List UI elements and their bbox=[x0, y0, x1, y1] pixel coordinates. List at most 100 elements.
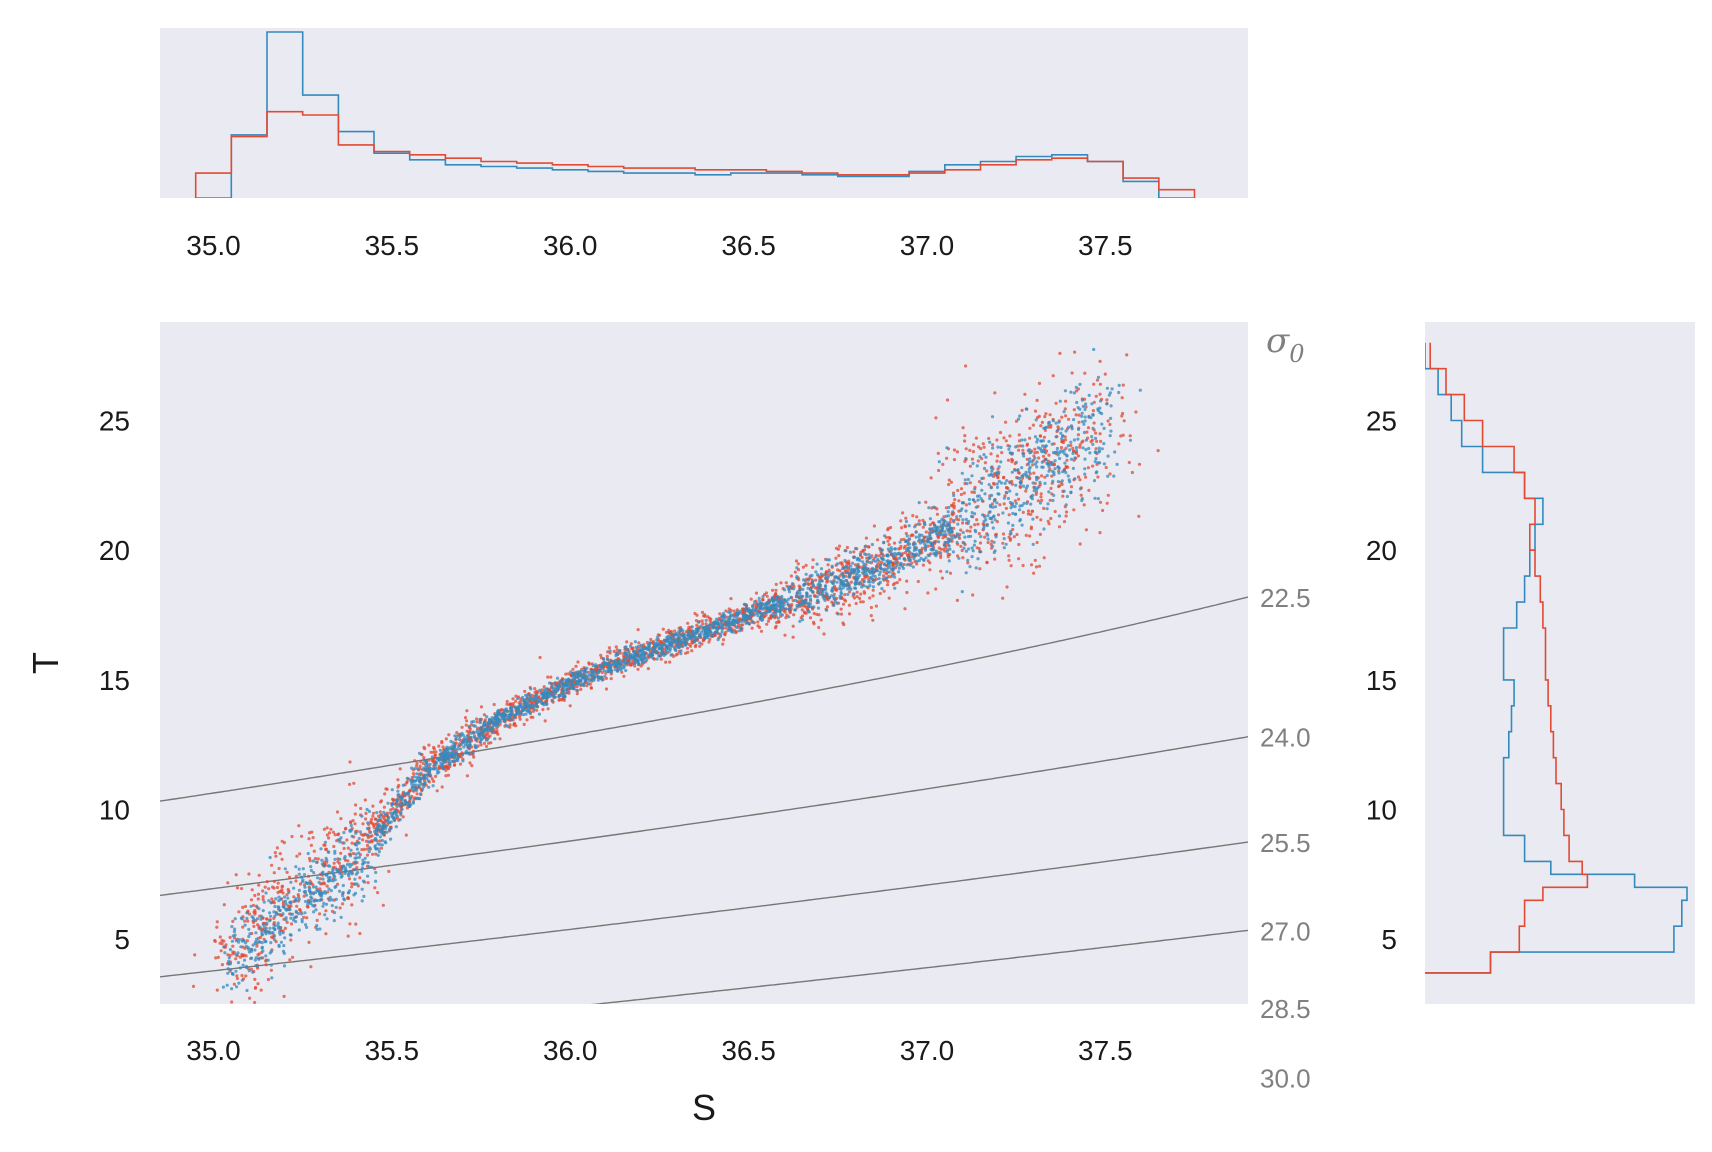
scatter-point-red bbox=[305, 905, 309, 909]
scatter-point-red bbox=[1073, 350, 1077, 354]
scatter-point-blue bbox=[735, 617, 739, 622]
scatter-point-blue bbox=[238, 966, 242, 970]
scatter-point-red bbox=[270, 863, 274, 867]
scatter-point-red bbox=[1047, 522, 1051, 526]
scatter-point-blue bbox=[796, 590, 800, 594]
scatter-point-blue bbox=[309, 899, 313, 903]
scatter-point-blue bbox=[279, 926, 283, 930]
scatter-point-blue bbox=[468, 743, 472, 747]
scatter-point-red bbox=[415, 792, 419, 796]
scatter-point-blue bbox=[851, 592, 856, 596]
scatter-point-blue bbox=[737, 629, 742, 633]
scatter-point-red bbox=[275, 885, 280, 890]
scatter-point-blue bbox=[304, 923, 308, 927]
scatter-point-red bbox=[707, 616, 712, 620]
scatter-point-blue bbox=[411, 801, 415, 805]
scatter-point-red bbox=[871, 618, 875, 622]
scatter-point-red bbox=[843, 598, 847, 602]
scatter-point-red bbox=[604, 687, 609, 691]
scatter-point-blue bbox=[288, 908, 292, 912]
scatter-point-red bbox=[315, 918, 319, 923]
scatter-point-red bbox=[479, 705, 484, 709]
scatter-point-blue bbox=[878, 570, 883, 574]
scatter-point-blue bbox=[552, 692, 556, 696]
scatter-point-red bbox=[307, 856, 312, 861]
scatter-point-red bbox=[915, 515, 919, 519]
scatter-point-red bbox=[674, 653, 678, 657]
scatter-point-red bbox=[1121, 411, 1125, 416]
scatter-point-blue bbox=[374, 879, 378, 883]
scatter-point-blue bbox=[478, 717, 482, 721]
scatter-point-red bbox=[686, 621, 690, 625]
scatter-point-red bbox=[1078, 443, 1082, 447]
scatter-point-blue bbox=[289, 912, 293, 916]
scatter-point-blue bbox=[334, 897, 338, 901]
scatter-point-red bbox=[294, 879, 298, 883]
scatter-point-red bbox=[1092, 421, 1096, 425]
scatter-point-red bbox=[963, 459, 967, 463]
scatter-point-blue bbox=[230, 939, 234, 943]
scatter-point-red bbox=[324, 847, 329, 851]
scatter-point-blue bbox=[348, 862, 352, 866]
scatter-point-blue bbox=[703, 635, 707, 640]
scatter-point-red bbox=[230, 1000, 234, 1004]
scatter-point-red bbox=[220, 938, 224, 943]
scatter-point-red bbox=[1024, 489, 1028, 493]
scatter-point-blue bbox=[312, 885, 316, 889]
scatter-point-red bbox=[365, 853, 370, 857]
scatter-point-blue bbox=[271, 931, 275, 935]
scatter-point-blue bbox=[1117, 383, 1121, 387]
scatter-point-red bbox=[1067, 417, 1071, 421]
scatter-point-red bbox=[243, 904, 248, 909]
scatter-point-blue bbox=[1047, 439, 1051, 444]
scatter-point-blue bbox=[537, 712, 542, 716]
scatter-point-red bbox=[876, 538, 880, 542]
scatter-point-blue bbox=[227, 956, 231, 960]
scatter-point-blue bbox=[964, 457, 968, 461]
scatter-point-blue bbox=[633, 657, 638, 661]
scatter-point-blue bbox=[394, 811, 398, 815]
scatter-point-red bbox=[854, 601, 858, 606]
salinity-histogram-blue bbox=[195, 31, 1195, 198]
scatter-point-red bbox=[903, 524, 907, 528]
scatter-point-red bbox=[482, 741, 486, 746]
scatter-point-blue bbox=[332, 919, 336, 923]
scatter-point-red bbox=[941, 462, 945, 466]
scatter-point-red bbox=[732, 609, 736, 613]
scatter-point-blue bbox=[1105, 402, 1109, 406]
scatter-point-blue bbox=[621, 660, 625, 664]
scatter-point-red bbox=[953, 498, 957, 502]
scatter-point-blue bbox=[869, 577, 874, 581]
scatter-point-blue bbox=[971, 549, 975, 553]
scatter-point-blue bbox=[1059, 449, 1063, 453]
scatter-point-blue bbox=[1094, 436, 1098, 440]
scatter-point-red bbox=[484, 744, 489, 749]
scatter-point-red bbox=[673, 629, 677, 633]
scatter-point-blue bbox=[657, 647, 661, 651]
scatter-point-blue bbox=[387, 816, 391, 820]
scatter-point-blue bbox=[873, 578, 877, 582]
scatter-point-blue bbox=[863, 545, 867, 549]
scatter-point-blue bbox=[791, 587, 796, 591]
scatter-point-red bbox=[1017, 557, 1021, 561]
scatter-point-blue bbox=[1068, 480, 1072, 484]
scatter-point-blue bbox=[353, 860, 358, 864]
scatter-point-red bbox=[351, 819, 355, 823]
scatter-point-blue bbox=[618, 649, 622, 653]
scatter-point-red bbox=[347, 877, 352, 881]
scatter-point-blue bbox=[987, 473, 991, 477]
scatter-point-red bbox=[575, 692, 579, 696]
scatter-point-blue bbox=[841, 567, 845, 571]
scatter-point-blue bbox=[751, 620, 755, 624]
scatter-point-blue bbox=[1044, 458, 1048, 462]
scatter-point-blue bbox=[819, 572, 823, 576]
scatter-point-blue bbox=[355, 882, 359, 886]
scatter-point-blue bbox=[405, 776, 409, 780]
scatter-point-blue bbox=[276, 905, 280, 909]
scatter-point-blue bbox=[992, 515, 996, 519]
scatter-point-blue bbox=[1040, 460, 1044, 464]
scatter-point-blue bbox=[881, 577, 885, 581]
scatter-point-red bbox=[600, 670, 604, 675]
scatter-point-blue bbox=[301, 867, 305, 871]
scatter-point-blue bbox=[244, 941, 248, 945]
